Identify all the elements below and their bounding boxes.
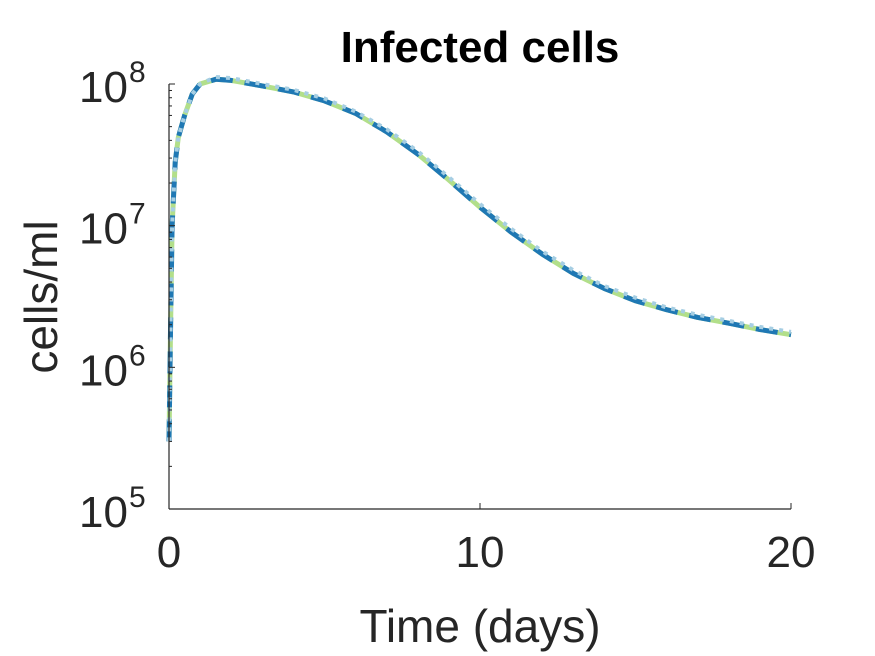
x-tick-label: 20 bbox=[767, 528, 816, 577]
y-tick-label: 10 bbox=[79, 346, 128, 395]
y-tick-exponent: 8 bbox=[129, 56, 146, 89]
series-line-3-dotted bbox=[167, 75, 792, 442]
y-tick-exponent: 7 bbox=[129, 198, 146, 231]
y-axis-label: cells/ml bbox=[15, 220, 67, 373]
series-layer bbox=[166, 75, 792, 442]
chart-title: Infected cells bbox=[341, 23, 620, 72]
y-tick-exponent: 5 bbox=[129, 481, 146, 514]
series-line-2-dashed bbox=[166, 76, 792, 442]
y-tick-label: 10 bbox=[79, 63, 128, 112]
x-axis-label: Time (days) bbox=[359, 600, 600, 652]
x-tick-label: 0 bbox=[157, 528, 181, 577]
axes-layer bbox=[168, 84, 791, 510]
y-tick-label: 10 bbox=[79, 205, 128, 254]
y-tick-label: 10 bbox=[79, 488, 128, 537]
y-tick-exponent: 6 bbox=[129, 339, 146, 372]
series-line-1-solid bbox=[166, 76, 792, 442]
x-tick-label: 10 bbox=[456, 528, 505, 577]
x-ticks: 0 10 20 bbox=[157, 503, 816, 577]
